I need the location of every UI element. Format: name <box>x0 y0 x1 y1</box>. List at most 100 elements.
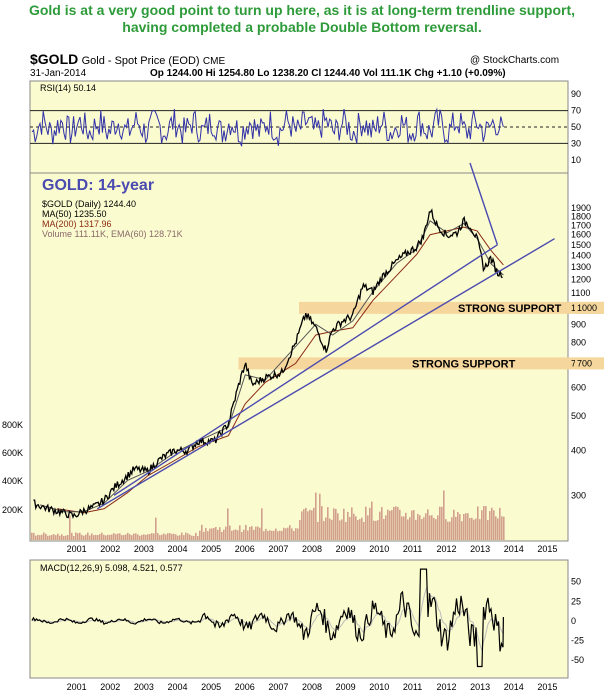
volume-bar <box>179 535 181 540</box>
volume-bar <box>339 520 341 540</box>
volume-bar <box>171 533 173 540</box>
volume-bar <box>271 530 273 540</box>
volume-bar <box>385 515 387 540</box>
volume-bar <box>101 532 103 540</box>
volume-bar <box>229 525 231 540</box>
volume-bar <box>285 528 287 540</box>
volume-bar <box>321 506 323 540</box>
volume-bar <box>243 529 245 540</box>
volume-bar <box>327 507 329 540</box>
volume-bar <box>381 507 383 540</box>
volume-bar <box>231 530 233 540</box>
volume-bar <box>111 534 113 540</box>
macd-x-ticks: 2001 2002 2003 2004 2005 2006 2007 2008 2009 2010… <box>67 682 558 692</box>
macd-tick-0: 0 <box>571 616 576 626</box>
volume-bar <box>169 533 171 540</box>
rsi-reference-lines <box>30 110 568 144</box>
volume-bar <box>455 516 457 540</box>
volume-bar <box>503 516 505 540</box>
volume-bar <box>147 534 149 540</box>
symbol-name: Gold - Spot Price (EOD) <box>81 55 200 67</box>
volume-bar <box>83 535 85 540</box>
volume-bar <box>145 534 147 540</box>
volume-bar <box>199 530 201 540</box>
volume-bar <box>107 534 109 540</box>
trendline-upper-extension <box>469 162 499 245</box>
volume-bar <box>257 526 259 540</box>
volume-bar <box>393 506 395 540</box>
x-tick-2004: 2004 <box>168 682 188 692</box>
x-tick-2009: 2009 <box>336 682 356 692</box>
volume-bar <box>407 519 409 540</box>
price-tick-1800: 1800 <box>571 211 591 221</box>
volume-bar <box>105 535 107 540</box>
x-tick-2001: 2001 <box>67 682 87 692</box>
volume-bar <box>35 535 37 540</box>
volume-bar <box>221 531 223 540</box>
volume-y-ticks: 800K 600K 400K 200K <box>2 420 23 515</box>
volume-bar <box>87 532 89 540</box>
volume-bar <box>437 515 439 540</box>
exchange: CME <box>202 56 226 67</box>
volume-bar <box>319 493 321 540</box>
volume-bar <box>117 533 119 540</box>
volume-bar <box>211 528 213 540</box>
volume-bar <box>129 534 131 540</box>
volume-bar <box>197 535 199 540</box>
volume-bar <box>411 510 413 540</box>
volume-bar <box>269 530 271 540</box>
volume-tick-400K: 400K <box>2 476 23 486</box>
volume-bar <box>477 506 479 540</box>
macd-tick--50: -50 <box>571 655 584 665</box>
volume-bar <box>103 534 105 540</box>
volume-bar <box>445 519 447 540</box>
volume-bar <box>379 511 381 540</box>
volume-bar <box>367 515 369 540</box>
x-tick-2014: 2014 <box>504 544 524 554</box>
rsi-tick-50: 50 <box>571 122 581 132</box>
volume-bar <box>475 518 477 540</box>
volume-bar <box>371 501 373 540</box>
volume-bar <box>333 508 335 540</box>
volume-bar <box>119 533 121 540</box>
volume-bar <box>189 534 191 540</box>
volume-bar <box>77 533 79 540</box>
volume-bar <box>369 507 371 540</box>
volume-bar <box>109 534 111 540</box>
volume-bar <box>161 534 163 540</box>
volume-bar <box>151 533 153 540</box>
x-tick-2010: 2010 <box>369 682 389 692</box>
volume-bar <box>125 534 127 540</box>
volume-bar <box>335 509 337 540</box>
right-axis-label-1000: 1000 <box>577 303 597 313</box>
volume-bar <box>479 519 481 540</box>
volume-bar <box>389 510 391 540</box>
x-tick-2010: 2010 <box>369 544 389 554</box>
price-y-ticks: 1900180017001600150014001300120011001000… <box>571 203 591 500</box>
volume-bar <box>177 535 179 540</box>
x-tick-2003: 2003 <box>134 544 154 554</box>
macd-tick-50: 50 <box>571 577 581 587</box>
volume-bar <box>265 528 267 540</box>
volume-bar <box>283 527 285 540</box>
trendline-lower <box>96 238 555 510</box>
volume-bar <box>39 535 41 540</box>
volume-bar <box>361 517 363 540</box>
volume-bar <box>201 524 203 540</box>
volume-bar <box>51 534 53 540</box>
volume-bar <box>207 531 209 540</box>
volume-bar <box>149 534 151 540</box>
volume-bar <box>489 511 491 540</box>
volume-bar <box>501 516 503 540</box>
volume-bar <box>493 510 495 540</box>
x-tick-2003: 2003 <box>134 682 154 692</box>
volume-bar <box>49 535 51 540</box>
volume-bar <box>215 527 217 540</box>
price-tick-1100: 1100 <box>571 288 590 298</box>
volume-bar <box>93 535 95 540</box>
volume-bar <box>301 511 303 540</box>
volume-bar <box>203 531 205 540</box>
price-legend-item-3: Volume 111.11K, EMA(60) 128.71K <box>42 229 183 239</box>
volume-bar <box>449 521 451 540</box>
x-tick-2002: 2002 <box>100 544 120 554</box>
